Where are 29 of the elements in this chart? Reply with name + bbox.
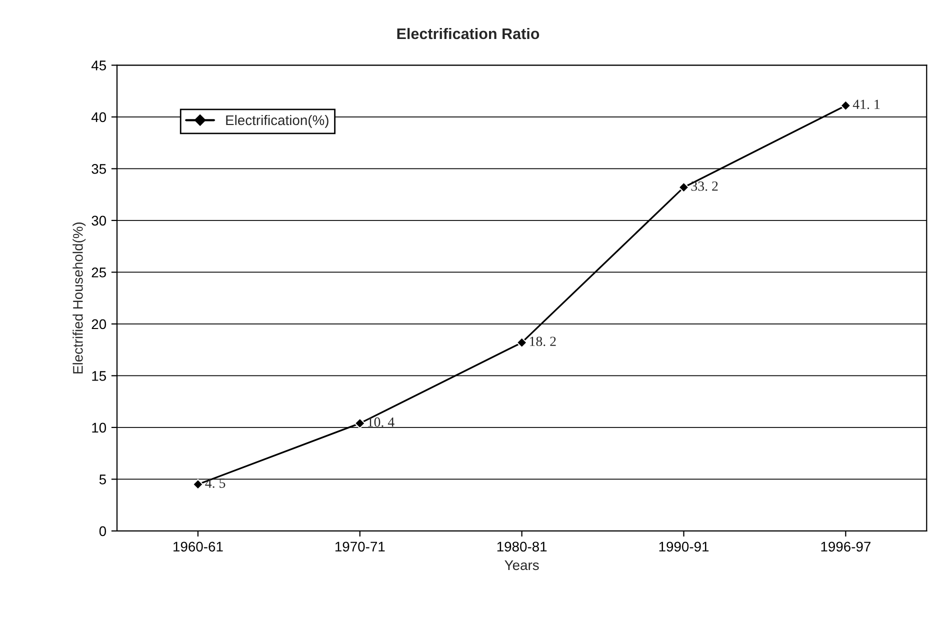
y-tick-label: 40 [91,112,106,122]
data-label: 4. 5 [205,478,226,488]
y-tick-label: 25 [92,268,106,278]
y-tick-label: 20 [92,319,106,330]
point [516,337,528,348]
point [678,182,690,193]
x-tick-label: 1996-97 [821,542,870,552]
point [192,478,204,490]
point [354,418,366,429]
data-label: 33. 2 [691,181,718,191]
x-tick-label: 1990-91 [659,542,709,552]
legend-label: Electrification(%) [226,114,328,128]
data-label: 18. 2 [530,336,556,346]
y-tick-label: 45 [91,60,106,70]
y-tick-label: 15 [92,371,106,381]
data-label: 41. 1 [852,100,880,110]
x-tick-label: 1960-61 [174,542,223,552]
y-axis-title: Electrified Household(%) [72,222,86,374]
x-tick-label: 1970-71 [335,542,385,552]
chart-title: Electrification Ratio [397,28,540,40]
data-label: 10. 4 [368,417,394,427]
y-tick-label: 5 [99,474,106,484]
x-tick-label: 1980-81 [497,542,547,552]
y-tick-label: 30 [92,216,106,226]
point [840,100,852,111]
y-tick-label: 10 [92,422,106,433]
x-axis-title: Years [504,560,539,570]
y-tick-label: 0 [99,526,106,536]
y-tick-label: 35 [92,164,106,174]
